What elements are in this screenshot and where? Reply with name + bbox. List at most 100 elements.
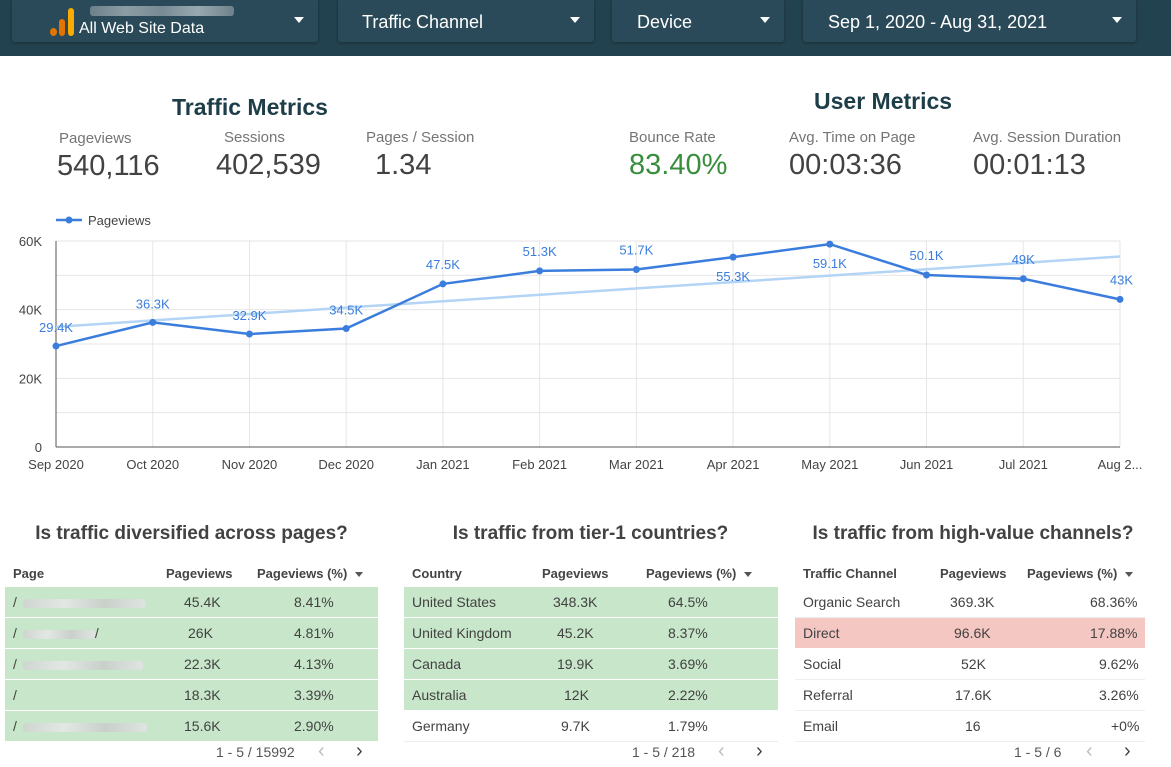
avg-session-duration-scorecard: Avg. Session Duration 00:01:13 [973,129,1121,182]
sort-desc-icon [744,572,753,578]
prev-page-icon[interactable]: ‹ [318,740,325,762]
table-row[interactable]: Email 16 +0% [795,711,1145,742]
pageviews-cell: 18.3K [184,687,221,703]
pageviews-cell: 26K [188,625,213,641]
pageviews-cell: 96.6K [954,625,991,641]
data-point [826,240,834,248]
channel-cell: Social [803,656,842,672]
column-header-label: Pageviews (%) [257,566,348,581]
date-range-picker[interactable]: Sep 1, 2020 - Aug 31, 2021 [803,0,1136,42]
country-cell: Canada [412,656,462,672]
chevron-down-icon [760,17,770,23]
page-path: / / [13,625,99,641]
data-label: 47.5K [426,257,460,272]
user-metrics-title: User Metrics [814,88,953,114]
pager-range: 1 - 5 / 6 [1014,744,1062,760]
column-header-pageviews[interactable]: Pageviews [166,566,233,581]
table-row[interactable]: Social 52K 9.62% [795,649,1145,680]
filter-bar: All Web Site Data Traffic Channel Device… [0,0,1171,56]
pages-table-title: Is traffic diversified across pages? [35,523,348,544]
account-label: All Web Site Data [79,20,205,37]
table-row[interactable]: // 26K 4.81% [5,618,378,649]
traffic-channel-filter[interactable]: Traffic Channel [338,0,594,42]
pageviews-line-chart[interactable]: 0 20K 40K 60K Sep 2020 Oct 2020 Nov 2020 Dec 20… [0,200,1171,490]
data-point [342,325,350,333]
prev-page-icon[interactable]: ‹ [718,740,725,762]
date-range-label: Sep 1, 2020 - Aug 31, 2021 [828,12,1048,32]
countries-table-pager: 1 - 5 / 218 ‹ › [632,740,782,764]
table-row[interactable]: Canada 19.9K 3.69% [404,649,778,680]
column-header-page[interactable]: Page [13,566,45,581]
table-row[interactable]: / 15.6K 2.90% [5,711,378,742]
column-header-pageviews-pct[interactable]: Pageviews (%) [646,563,753,585]
table-row[interactable]: / 45.4K 8.41% [5,587,378,618]
bounce-rate-value: 83.40% [629,149,728,181]
table-row[interactable]: Direct 96.6K 17.88% [795,618,1145,649]
x-tick-label: Mar 2021 [609,457,664,472]
data-point [536,267,544,275]
pageviews-pct-cell: 4.13% [294,656,334,672]
column-header-pageviews[interactable]: Pageviews [542,566,609,581]
next-page-icon[interactable]: › [756,740,763,762]
x-tick-label: Oct 2020 [126,457,179,472]
data-label: 43K [1110,272,1133,287]
pageviews-pct-cell: 3.39% [294,687,334,703]
column-header-pageviews[interactable]: Pageviews [940,566,1007,581]
google-analytics-logo-icon [50,6,76,36]
x-tick-label: May 2021 [801,457,858,472]
traffic-metrics-title: Traffic Metrics [172,94,328,120]
column-header-country[interactable]: Country [412,566,462,581]
column-header-traffic-channel[interactable]: Traffic Channel [803,566,897,581]
next-page-icon[interactable]: › [356,740,363,762]
legend-label: Pageviews [88,213,151,228]
blurred-account-name [90,6,234,16]
y-tick-label: 20K [19,371,42,386]
pages-table: Page Pageviews Pageviews (%) / 45.4K 8.4… [5,563,378,742]
column-header-pageviews-pct[interactable]: Pageviews (%) [257,563,364,585]
table-row[interactable]: / 18.3K 3.39% [5,680,378,711]
data-point [52,342,60,350]
blurred-url [22,722,147,732]
pageviews-cell: 45.2K [557,625,594,641]
table-row[interactable]: / 22.3K 4.13% [5,649,378,680]
account-selector[interactable]: All Web Site Data [12,0,318,42]
data-point [439,280,447,288]
x-tick-label: Apr 2021 [707,457,760,472]
pageviews-cell: 348.3K [553,594,598,610]
pages-table-pager: 1 - 5 / 15992 ‹ › [216,740,376,764]
table-row[interactable]: United States 348.3K 64.5% [404,587,778,618]
pageviews-pct-cell: +0% [1111,718,1140,734]
table-header: Page Pageviews Pageviews (%) [5,563,378,585]
pager-range: 1 - 5 / 15992 [216,744,295,760]
table-row[interactable]: Organic Search 369.3K 68.36% [795,587,1145,618]
table-row[interactable]: Referral 17.6K 3.26% [795,680,1145,711]
countries-table: Country Pageviews Pageviews (%) United S… [404,563,778,742]
table-row[interactable]: Germany 9.7K 1.79% [404,711,778,742]
country-cell: Germany [412,718,470,734]
x-tick-label: Sep 2020 [28,457,84,472]
avg-time-on-page-scorecard: Avg. Time on Page 00:03:36 [789,129,915,182]
x-tick-label: Feb 2021 [512,457,567,472]
pageviews-series-line [55,242,1121,348]
chevron-down-icon [1112,17,1122,23]
country-cell: United States [412,594,497,610]
data-label: 49K [1012,252,1035,267]
data-point [245,330,253,338]
pageviews-scorecard: Pageviews 540,116 [57,130,160,183]
table-row[interactable]: United Kingdom 45.2K 8.37% [404,618,778,649]
next-page-icon[interactable]: › [1124,740,1131,762]
data-label: 59.1K [813,256,847,271]
channel-cell: Organic Search [803,594,901,610]
table-row[interactable]: Australia 12K 2.22% [404,680,778,711]
country-cell: United Kingdom [412,625,512,641]
channels-table-title: Is traffic from high-value channels? [812,523,1134,544]
y-tick-label: 40K [19,303,42,318]
column-header-pageviews-pct[interactable]: Pageviews (%) [1027,563,1134,585]
device-filter[interactable]: Device [612,0,784,42]
pageviews-cell: 22.3K [184,656,221,672]
pages-per-session-scorecard: Pages / Session 1.34 [366,129,474,182]
prev-page-icon[interactable]: ‹ [1086,740,1093,762]
page-path: / [13,711,147,742]
pageviews-cell: 19.9K [557,656,594,672]
table-header: Traffic Channel Pageviews Pageviews (%) [795,563,1145,585]
